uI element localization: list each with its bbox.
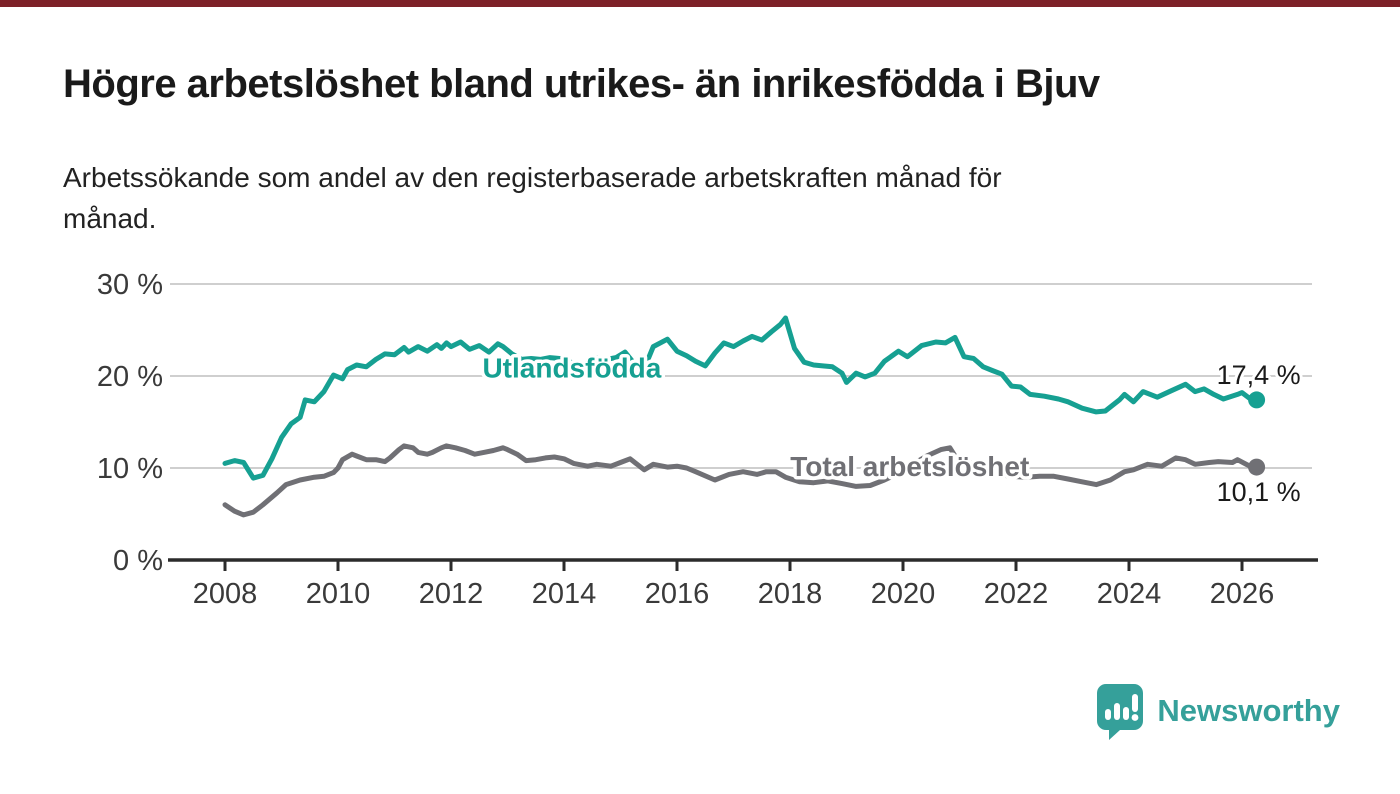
x-axis-tick-label: 2026 (1210, 578, 1275, 610)
x-axis-tick-label: 2016 (645, 578, 710, 610)
series-line-total (222, 443, 1255, 518)
x-axis-tick-label: 2022 (984, 578, 1049, 610)
top-accent-bar (0, 0, 1400, 7)
series-end-dot-total (1248, 458, 1266, 476)
x-axis-tick-label: 2012 (419, 578, 484, 610)
series-line-utlandsfodda (222, 315, 1255, 481)
chart-title: Högre arbetslöshet bland utrikes- än inr… (63, 62, 1100, 106)
y-axis-tick-label: 10 % (97, 453, 163, 485)
series-end-dot-utlandsfodda (1248, 391, 1266, 409)
y-axis-tick-label: 0 % (113, 545, 163, 577)
x-axis-tick-label: 2008 (193, 578, 258, 610)
chart-subtitle: Arbetssökande som andel av den registerb… (63, 162, 1002, 234)
brand-footer: Newsworthy (1095, 683, 1340, 740)
series-end-value-label-utlandsfodda: 17,4 % (1217, 360, 1301, 390)
x-axis-tick-label: 2014 (532, 578, 597, 610)
series-label-utlandsfodda: Utlandsfödda (482, 353, 661, 384)
series-end-value-label-total: 10,1 % (1217, 477, 1301, 507)
y-axis-tick-label: 30 % (97, 269, 163, 301)
newsworthy-logo-icon (1097, 684, 1144, 740)
x-axis-tick-label: 2018 (758, 578, 823, 610)
y-axis-tick-label: 20 % (97, 361, 163, 393)
series-label-total: Total arbetslöshet (790, 451, 1029, 482)
x-axis-tick-label: 2020 (871, 578, 936, 610)
line-chart: 0 % 10 % 20 % 30 % 2008 2010 2012 2014 2016 2018 2… (0, 250, 1400, 640)
chart-canvas: 0 % 10 % 20 % 30 % 2008 2010 2012 2014 2016 2018 2… (97, 269, 1318, 610)
x-axis-tick-label: 2024 (1097, 578, 1162, 610)
newsworthy-logo-text: Newsworthy (1157, 693, 1340, 728)
x-axis-tick-label: 2010 (306, 578, 371, 610)
